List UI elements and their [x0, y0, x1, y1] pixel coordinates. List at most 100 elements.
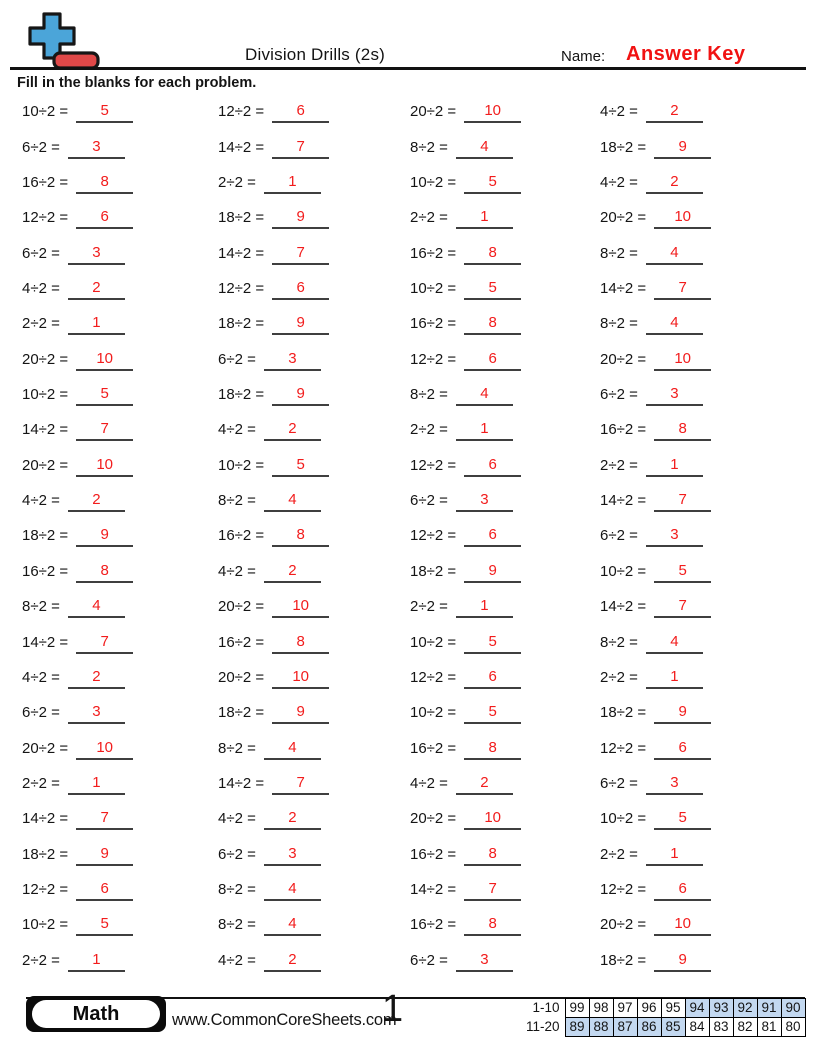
answer-blank[interactable]: 10	[654, 350, 712, 371]
answer-blank[interactable]: 4	[455, 385, 513, 407]
answer-blank[interactable]: 1	[645, 668, 703, 689]
answer-blank[interactable]: 5	[654, 562, 712, 583]
answer-blank[interactable]: 6	[464, 456, 522, 477]
answer-blank[interactable]: 4	[263, 880, 321, 901]
answer-blank[interactable]: 9	[654, 703, 712, 725]
answer-blank[interactable]: 9	[272, 314, 330, 336]
answer-blank[interactable]: 2	[263, 809, 321, 831]
answer-blank[interactable]: 6	[76, 208, 134, 230]
answer-blank[interactable]: 7	[272, 774, 330, 795]
answer-blank[interactable]: 5	[76, 385, 134, 407]
answer-blank[interactable]: 1	[455, 420, 513, 442]
answer-blank[interactable]: 7	[464, 880, 522, 901]
answer-blank[interactable]: 3	[645, 385, 703, 407]
answer-blank[interactable]: 9	[76, 845, 134, 866]
answer-blank[interactable]: 8	[464, 915, 522, 937]
answer-blank[interactable]: 3	[263, 845, 321, 866]
answer-blank[interactable]: 8	[464, 314, 522, 336]
answer-blank[interactable]: 6	[76, 880, 134, 901]
answer-blank[interactable]: 2	[455, 774, 513, 795]
answer-blank[interactable]: 3	[645, 774, 703, 795]
answer-blank[interactable]: 5	[76, 915, 134, 937]
answer-blank[interactable]: 3	[67, 244, 125, 265]
answer-blank[interactable]: 10	[654, 915, 712, 937]
answer-blank[interactable]: 6	[464, 526, 522, 548]
answer-blank[interactable]: 4	[263, 491, 321, 513]
answer-blank[interactable]: 2	[67, 279, 125, 301]
answer-blank[interactable]: 8	[76, 562, 134, 583]
answer-blank[interactable]: 6	[272, 279, 330, 301]
answer-blank[interactable]: 10	[272, 597, 330, 619]
answer-blank[interactable]: 3	[67, 703, 125, 725]
answer-blank[interactable]: 5	[464, 703, 522, 725]
answer-blank[interactable]: 9	[464, 562, 522, 583]
answer-blank[interactable]: 2	[67, 668, 125, 689]
answer-blank[interactable]: 7	[272, 244, 330, 265]
answer-blank[interactable]: 10	[76, 350, 134, 371]
answer-blank[interactable]: 4	[645, 244, 703, 265]
answer-blank[interactable]: 7	[272, 138, 330, 159]
answer-blank[interactable]: 8	[76, 173, 134, 195]
answer-blank[interactable]: 5	[654, 809, 712, 831]
answer-blank[interactable]: 1	[67, 314, 125, 336]
answer-blank[interactable]: 2	[263, 562, 321, 583]
answer-blank[interactable]: 8	[464, 739, 522, 760]
answer-blank[interactable]: 7	[654, 491, 712, 513]
answer-blank[interactable]: 5	[76, 102, 134, 124]
answer-blank[interactable]: 7	[76, 633, 134, 654]
answer-blank[interactable]: 8	[464, 244, 522, 265]
answer-blank[interactable]: 6	[272, 102, 330, 124]
answer-blank[interactable]: 9	[654, 138, 712, 159]
answer-blank[interactable]: 1	[455, 597, 513, 619]
answer-blank[interactable]: 4	[645, 633, 703, 654]
answer-blank[interactable]: 7	[654, 597, 712, 619]
answer-blank[interactable]: 9	[654, 951, 712, 972]
answer-blank[interactable]: 1	[645, 845, 703, 866]
answer-blank[interactable]: 10	[464, 102, 522, 124]
answer-blank[interactable]: 8	[272, 526, 330, 548]
answer-blank[interactable]: 5	[464, 173, 522, 195]
answer-blank[interactable]: 6	[464, 668, 522, 689]
answer-blank[interactable]: 2	[645, 173, 703, 195]
answer-blank[interactable]: 1	[645, 456, 703, 477]
answer-blank[interactable]: 2	[263, 420, 321, 442]
answer-blank[interactable]: 4	[67, 597, 125, 619]
answer-blank[interactable]: 2	[645, 102, 703, 124]
answer-blank[interactable]: 10	[654, 208, 712, 230]
answer-blank[interactable]: 2	[67, 491, 125, 513]
answer-blank[interactable]: 4	[263, 739, 321, 760]
answer-blank[interactable]: 7	[654, 279, 712, 301]
answer-blank[interactable]: 9	[272, 703, 330, 725]
answer-blank[interactable]: 2	[263, 951, 321, 972]
answer-blank[interactable]: 9	[272, 208, 330, 230]
answer-blank[interactable]: 4	[263, 915, 321, 937]
answer-blank[interactable]: 8	[464, 845, 522, 866]
answer-blank[interactable]: 1	[455, 208, 513, 230]
answer-blank[interactable]: 1	[67, 951, 125, 972]
answer-blank[interactable]: 8	[654, 420, 712, 442]
answer-blank[interactable]: 3	[455, 951, 513, 972]
answer-blank[interactable]: 3	[263, 350, 321, 371]
answer-blank[interactable]: 5	[464, 279, 522, 301]
answer-blank[interactable]: 7	[76, 420, 134, 442]
answer-blank[interactable]: 5	[464, 633, 522, 654]
answer-blank[interactable]: 3	[455, 491, 513, 513]
answer-blank[interactable]: 8	[272, 633, 330, 654]
answer-blank[interactable]: 10	[76, 739, 134, 760]
answer-blank[interactable]: 4	[455, 138, 513, 159]
answer-blank[interactable]: 7	[76, 809, 134, 831]
answer-blank[interactable]: 6	[464, 350, 522, 371]
answer-blank[interactable]: 9	[76, 526, 134, 548]
answer-blank[interactable]: 10	[76, 456, 134, 477]
answer-blank[interactable]: 1	[263, 173, 321, 195]
answer-blank[interactable]: 10	[464, 809, 522, 831]
answer-blank[interactable]: 5	[272, 456, 330, 477]
answer-blank[interactable]: 9	[272, 385, 330, 407]
answer-blank[interactable]: 1	[67, 774, 125, 795]
answer-blank[interactable]: 10	[272, 668, 330, 689]
answer-blank[interactable]: 3	[645, 526, 703, 548]
answer-blank[interactable]: 4	[645, 314, 703, 336]
answer-blank[interactable]: 6	[654, 739, 712, 760]
answer-blank[interactable]: 3	[67, 138, 125, 159]
answer-blank[interactable]: 6	[654, 880, 712, 901]
